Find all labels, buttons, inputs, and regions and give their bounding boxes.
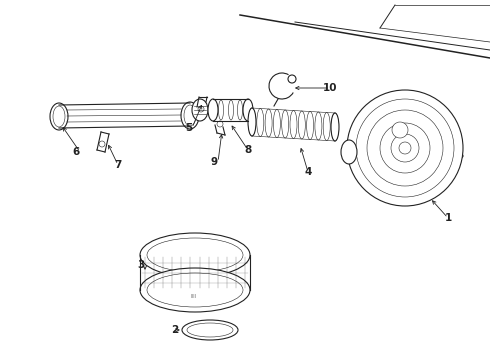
Ellipse shape bbox=[147, 273, 243, 307]
Ellipse shape bbox=[140, 268, 250, 312]
Ellipse shape bbox=[147, 238, 243, 272]
Text: 10: 10 bbox=[323, 83, 337, 93]
Circle shape bbox=[391, 134, 419, 162]
Ellipse shape bbox=[323, 113, 330, 140]
Circle shape bbox=[392, 122, 408, 138]
Text: 7: 7 bbox=[114, 160, 122, 170]
Text: 9: 9 bbox=[211, 157, 218, 167]
Ellipse shape bbox=[257, 108, 264, 136]
Circle shape bbox=[198, 106, 204, 112]
Text: 3: 3 bbox=[138, 260, 145, 270]
Text: 2: 2 bbox=[171, 325, 178, 335]
Circle shape bbox=[380, 123, 430, 173]
Text: Illl: Illl bbox=[190, 294, 196, 299]
Ellipse shape bbox=[265, 109, 272, 137]
Ellipse shape bbox=[184, 105, 196, 126]
Ellipse shape bbox=[298, 111, 305, 139]
Ellipse shape bbox=[182, 320, 238, 340]
Ellipse shape bbox=[243, 99, 253, 121]
Circle shape bbox=[288, 75, 296, 83]
Ellipse shape bbox=[315, 112, 322, 140]
Ellipse shape bbox=[192, 99, 208, 121]
Circle shape bbox=[99, 141, 105, 147]
Ellipse shape bbox=[331, 113, 339, 141]
Circle shape bbox=[399, 142, 411, 154]
Text: 6: 6 bbox=[73, 147, 80, 157]
Ellipse shape bbox=[50, 103, 68, 130]
Ellipse shape bbox=[187, 323, 233, 337]
Text: 1: 1 bbox=[444, 213, 452, 223]
Ellipse shape bbox=[208, 99, 218, 121]
Text: 5: 5 bbox=[185, 123, 192, 133]
Circle shape bbox=[356, 99, 454, 197]
Circle shape bbox=[347, 90, 463, 206]
Ellipse shape bbox=[181, 102, 199, 129]
Ellipse shape bbox=[248, 108, 256, 136]
Ellipse shape bbox=[341, 140, 357, 164]
Ellipse shape bbox=[307, 112, 314, 140]
Ellipse shape bbox=[282, 110, 289, 138]
Ellipse shape bbox=[332, 113, 339, 141]
Circle shape bbox=[367, 110, 443, 186]
Ellipse shape bbox=[248, 108, 255, 136]
Ellipse shape bbox=[273, 109, 280, 138]
Ellipse shape bbox=[140, 233, 250, 277]
Text: 8: 8 bbox=[245, 145, 252, 155]
Ellipse shape bbox=[290, 111, 297, 139]
Ellipse shape bbox=[53, 106, 65, 127]
Circle shape bbox=[217, 121, 223, 127]
Text: 4: 4 bbox=[304, 167, 312, 177]
Ellipse shape bbox=[347, 147, 463, 165]
